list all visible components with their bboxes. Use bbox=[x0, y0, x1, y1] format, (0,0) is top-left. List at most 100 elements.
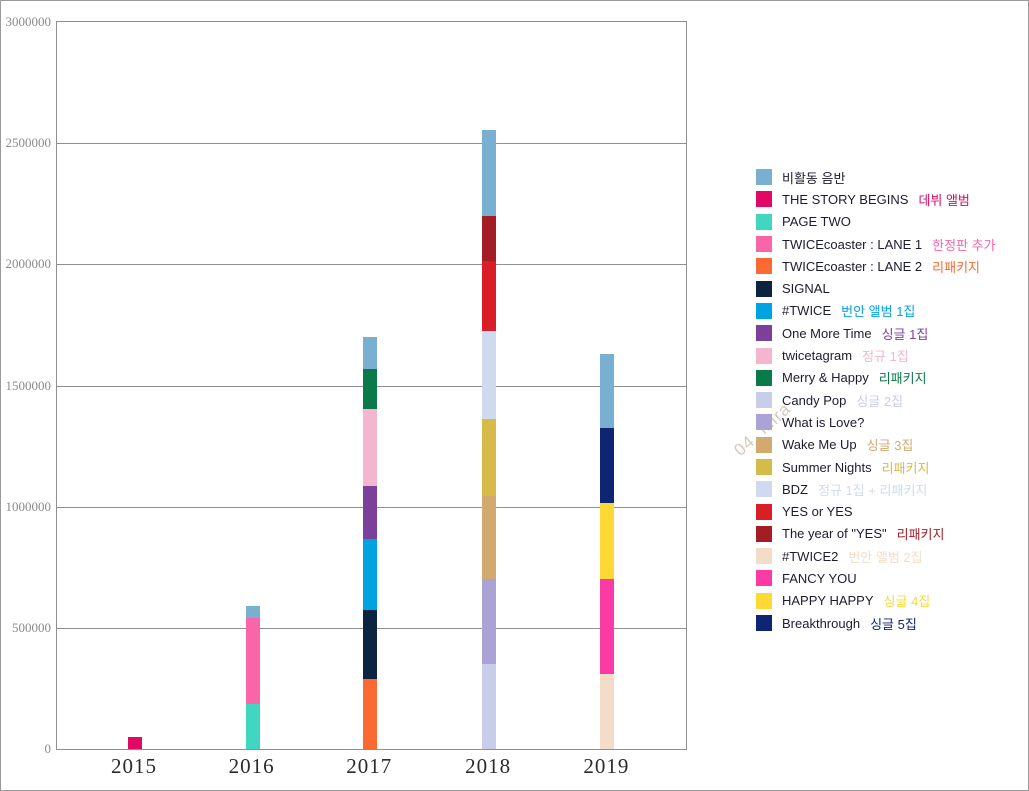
legend-album-suffix: 싱글 3집 bbox=[866, 438, 914, 454]
bar-segment bbox=[482, 664, 497, 749]
y-tick-label: 1000000 bbox=[5, 498, 52, 514]
legend: 비활동 음반 THE STORY BEGINS 데뷔 앨범 PAGE TWO TWICE… bbox=[756, 166, 996, 634]
legend-row: Breakthrough 싱글 5집 bbox=[756, 612, 996, 634]
legend-swatch-icon bbox=[756, 392, 772, 409]
legend-row: 비활동 음반 bbox=[756, 166, 996, 188]
legend-swatch-icon bbox=[756, 236, 772, 253]
bar-segment bbox=[363, 539, 378, 610]
legend-swatch-icon bbox=[756, 302, 772, 319]
legend-album-name: YES or YES bbox=[782, 504, 853, 520]
legend-album-suffix: 정규 1집 bbox=[862, 349, 909, 365]
legend-album-name: Candy Pop bbox=[782, 392, 847, 408]
gridline bbox=[57, 264, 686, 266]
legend-row: HAPPY HAPPY 싱글 4집 bbox=[756, 590, 996, 612]
legend-album-suffix: 정규 1집 + 리패키지 bbox=[818, 482, 928, 498]
bar-segment bbox=[363, 678, 378, 749]
legend-album-name: SIGNAL bbox=[782, 281, 830, 297]
legend-album-name: #TWICE2 bbox=[782, 548, 839, 564]
legend-album-suffix: 싱글 2집 bbox=[856, 393, 904, 409]
y-tick-label: 1500000 bbox=[5, 377, 52, 393]
y-tick-label: 0 bbox=[44, 741, 52, 756]
legend-swatch-icon bbox=[756, 280, 772, 297]
legend-swatch-icon bbox=[756, 459, 772, 475]
legend-row: The year of "YES" 리패키지 bbox=[756, 523, 996, 545]
bar-segment bbox=[600, 354, 615, 428]
bar-segment bbox=[600, 673, 615, 749]
x-tick-label: 2018 bbox=[465, 754, 512, 778]
bar-segment bbox=[363, 368, 378, 409]
x-tick-label: 2017 bbox=[346, 754, 393, 778]
legend-album-suffix: 한정판 추가 bbox=[932, 237, 996, 253]
legend-swatch-icon bbox=[756, 191, 772, 208]
legend-album-suffix: 리패키지 bbox=[932, 259, 980, 275]
bar-segment bbox=[245, 606, 260, 619]
bar-segment bbox=[600, 427, 615, 504]
bar-segment bbox=[482, 129, 497, 216]
legend-row: TWICEcoaster : LANE 2 리패키지 bbox=[756, 255, 996, 277]
legend-album-suffix: 싱글 5집 bbox=[870, 616, 917, 632]
bar-segment bbox=[482, 419, 497, 496]
legend-row: One More Time 싱글 1집 bbox=[756, 322, 996, 344]
legend-album-name: Summer Nights bbox=[782, 459, 872, 475]
legend-row: PAGE TWO bbox=[756, 211, 996, 233]
legend-album-suffix: 리패키지 bbox=[896, 527, 945, 543]
bar-segment bbox=[363, 408, 378, 487]
bar-segment bbox=[245, 618, 260, 705]
x-tick-label: 2019 bbox=[583, 754, 630, 778]
legend-album-name: THE STORY BEGINS bbox=[782, 191, 909, 207]
legend-row: SIGNAL bbox=[756, 277, 996, 299]
bar-segment bbox=[482, 579, 497, 665]
legend-album-name: TWICEcoaster : LANE 1 bbox=[782, 236, 923, 252]
bar-segment bbox=[482, 215, 497, 261]
stacked-bar-2017 bbox=[363, 337, 378, 749]
stacked-bar-2015 bbox=[127, 736, 142, 749]
plot-area bbox=[56, 21, 687, 750]
legend-swatch-icon bbox=[756, 481, 772, 498]
legend-album-name: Merry & Happy bbox=[782, 370, 869, 386]
x-tick-label: 2015 bbox=[110, 754, 157, 778]
legend-album-name: HAPPY HAPPY bbox=[782, 593, 874, 609]
bar-segment bbox=[245, 704, 260, 749]
legend-row: THE STORY BEGINS 데뷔 앨범 bbox=[756, 188, 996, 210]
legend-swatch-icon bbox=[756, 436, 772, 453]
legend-row: YES or YES bbox=[756, 500, 996, 522]
legend-row: Merry & Happy 리패키지 bbox=[756, 367, 996, 389]
legend-album-name: Wake Me Up bbox=[782, 437, 857, 453]
legend-album-name: FANCY YOU bbox=[782, 570, 857, 586]
bar-segment bbox=[363, 486, 378, 540]
bar-segment bbox=[482, 331, 497, 420]
legend-album-name: PAGE TWO bbox=[782, 214, 851, 230]
legend-row: What is Love? bbox=[756, 411, 996, 433]
legend-swatch-icon bbox=[756, 548, 772, 565]
legend-swatch-icon bbox=[756, 414, 772, 431]
legend-row: BDZ 정규 1집 + 리패키지 bbox=[756, 478, 996, 500]
legend-swatch-icon bbox=[756, 325, 772, 342]
legend-album-name: twicetagram bbox=[782, 348, 853, 364]
legend-album-name: One More Time bbox=[782, 325, 872, 341]
legend-swatch-icon bbox=[756, 570, 772, 587]
legend-album-suffix: 싱글 4집 bbox=[883, 594, 931, 610]
legend-swatch-icon bbox=[756, 592, 772, 609]
legend-album-name: 비활동 음반 bbox=[782, 170, 846, 186]
stacked-bar-2018 bbox=[482, 129, 497, 749]
legend-row: FANCY YOU bbox=[756, 567, 996, 589]
legend-album-suffix: 싱글 1집 bbox=[881, 326, 929, 342]
stacked-bar-2016 bbox=[245, 606, 260, 749]
bar-segment bbox=[363, 337, 378, 369]
legend-album-name: What is Love? bbox=[782, 414, 865, 430]
legend-album-suffix: 리패키지 bbox=[881, 460, 930, 476]
legend-album-name: The year of "YES" bbox=[782, 526, 887, 542]
legend-album-suffix: 번안 앨범 1집 bbox=[841, 304, 916, 320]
legend-album-name: #TWICE bbox=[782, 303, 832, 319]
legend-album-suffix: 리패키지 bbox=[878, 371, 927, 387]
legend-row: twicetagram 정규 1집 bbox=[756, 344, 996, 366]
bar-segment bbox=[363, 609, 378, 679]
bar-segment bbox=[127, 736, 142, 749]
y-tick-label: 3000000 bbox=[5, 14, 52, 29]
legend-swatch-icon bbox=[756, 615, 772, 632]
y-tick-label: 500000 bbox=[12, 619, 51, 635]
legend-album-suffix: 데뷔 앨범 bbox=[918, 192, 970, 208]
legend-row: TWICEcoaster : LANE 1 한정판 추가 bbox=[756, 233, 996, 255]
legend-row: #TWICE2 번안 앨범 2집 bbox=[756, 545, 996, 567]
